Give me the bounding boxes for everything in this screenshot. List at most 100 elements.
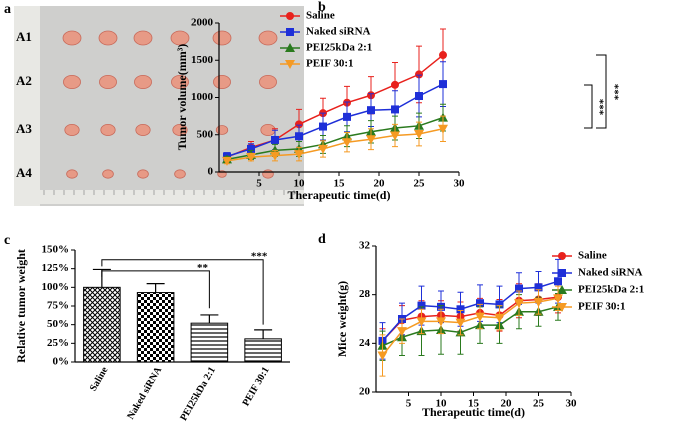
marker [476,299,484,308]
significance-bracket [584,84,593,129]
x-tick-label: Naked siRNA [125,364,164,421]
panel-label: c [4,233,10,248]
x-tick-label: Saline [88,365,111,394]
legend-marker [557,285,567,294]
y-tick-label: 100% [42,281,70,293]
marker [319,122,327,131]
marker [514,299,524,309]
tumor [63,74,81,90]
y-tick-label: 0 [208,166,214,178]
legend-label: Saline [306,10,335,22]
marker [397,327,407,337]
y-tick-label: 500 [197,128,214,140]
marker [515,284,523,293]
error-bar [200,314,219,324]
photo-background [14,6,304,206]
tumor [135,124,151,137]
y-axis-label: Mice weight(g) [335,281,349,357]
bar [136,292,175,363]
marker [554,277,562,286]
y-axis-label: Relative tumor weight [14,249,28,363]
marker [270,151,280,161]
marker [455,318,466,328]
legend-label: PEIF 30:1 [578,301,626,313]
marker [533,297,544,307]
tumor [99,74,117,90]
legend-marker [558,269,566,277]
panel-label: a [4,2,11,17]
marker [391,80,399,89]
y-tick-label: 20 [359,386,371,398]
x-tick-label: 30 [566,398,578,410]
legend-marker [285,60,295,69]
tumor [170,30,190,46]
x-tick-label: 15 [468,398,480,410]
legend-label: PEI25kDa 2:1 [578,284,644,296]
x-tick-label: 10 [294,178,306,190]
y-tick-label: 1500 [191,54,214,66]
x-tick-label: 5 [406,398,412,410]
tumor [133,30,153,46]
marker [294,150,304,160]
legend-label: PEIF 30:1 [306,58,354,70]
bar [190,322,229,363]
tumor [171,74,189,90]
y-tick-label: 2000 [191,17,214,29]
tumor [100,124,116,137]
legend-marker [286,28,294,36]
tumor [213,74,231,90]
error-bar [254,329,273,339]
tumor [64,124,80,137]
ruler [40,190,304,204]
row-label: A1 [16,29,32,44]
legend-marker [285,43,295,52]
x-tick-label: 5 [256,178,262,190]
ruler [14,6,40,206]
panel-label: d [318,232,326,247]
series-line [381,296,559,342]
marker [247,144,255,153]
marker [415,92,423,101]
marker [391,105,399,114]
y-tick-label: 125% [42,262,70,274]
x-tick-label: 25 [414,178,426,190]
significance: ** [197,262,209,274]
tumor [259,74,277,90]
marker [377,351,388,361]
significance-bracket [101,259,264,325]
row-label: A3 [16,121,32,136]
marker [439,51,447,60]
marker [222,156,232,166]
y-tick-label: 1000 [191,91,214,103]
significance-bracket [596,54,607,129]
y-tick-label: 24 [359,337,371,349]
x-tick-label: PEIF 30:1 [241,365,272,408]
tumor [262,169,274,179]
y-axis-label: Tumor volume(mm³) [175,44,189,151]
bar [83,286,121,363]
x-tick-label: 25 [533,398,545,410]
x-axis-label: Therapeutic time(d) [422,405,525,419]
significance: *** [593,99,605,116]
tumor [172,124,188,137]
marker [436,317,446,327]
tumor [66,169,78,179]
marker [295,120,303,129]
tumor-photo [14,6,304,206]
marker [438,124,448,134]
tumor [62,30,82,46]
x-tick-label: 15 [334,178,346,190]
tumor [98,30,118,46]
y-tick-label: 28 [359,288,371,300]
x-tick-label: 20 [374,178,386,190]
tumor [215,125,229,135]
marker [417,301,426,310]
marker [366,135,376,145]
panel-label: b [318,0,326,15]
tumor [134,74,152,90]
x-axis-label: Therapeutic time(d) [288,188,391,202]
marker [456,305,465,314]
marker [318,144,328,154]
marker [367,106,375,115]
legend-marker [558,252,566,260]
